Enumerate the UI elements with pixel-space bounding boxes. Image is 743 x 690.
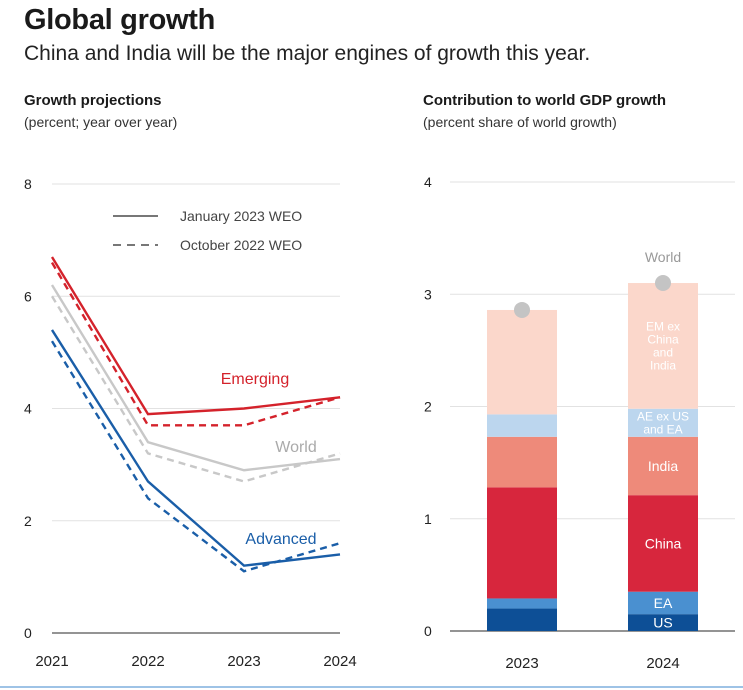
bar-segment-ea bbox=[628, 591, 698, 615]
series-line-emerging-solid bbox=[50, 256, 341, 416]
series-line-emerging-dashed bbox=[50, 261, 341, 427]
bar-label-us: US bbox=[653, 614, 672, 630]
y-tick-label: 4 bbox=[424, 174, 432, 190]
legend-label-dashed: October 2022 WEO bbox=[180, 237, 302, 253]
y-tick-label: 1 bbox=[424, 511, 432, 527]
x-tick-label: 2021 bbox=[35, 653, 68, 670]
y-tick-label: 2 bbox=[424, 399, 432, 415]
x-tick-label: 2022 bbox=[131, 653, 164, 670]
world-marker bbox=[514, 301, 530, 318]
bar-segment-india bbox=[487, 436, 557, 488]
bar-segment-ae_ex bbox=[628, 408, 698, 437]
y-tick-label: 0 bbox=[424, 623, 432, 639]
series-label-emerging: Emerging bbox=[221, 371, 289, 388]
bar-segment-china bbox=[628, 495, 698, 592]
page-title: Global growth bbox=[24, 4, 216, 36]
bar-label-em_ex: China bbox=[647, 333, 679, 347]
bar-label-em_ex: EM ex bbox=[646, 320, 680, 334]
bar-label-em_ex: and bbox=[653, 346, 673, 360]
series-label-advanced: Advanced bbox=[245, 531, 316, 548]
bar-segment-us bbox=[628, 614, 698, 631]
left-panel-subtitle: (percent; year over year) bbox=[24, 114, 178, 130]
bar-label-india: India bbox=[648, 458, 679, 474]
bar-label-ea: EA bbox=[654, 595, 673, 611]
bar-segment-em_ex bbox=[487, 309, 557, 415]
y-tick-label: 2 bbox=[24, 513, 32, 529]
bar-segment-em_ex bbox=[628, 283, 698, 409]
world-label: World bbox=[645, 249, 681, 265]
series-line-advanced-dashed bbox=[50, 340, 341, 573]
bottom-divider bbox=[0, 686, 743, 688]
bar-segment-india bbox=[628, 436, 698, 496]
bar-label-em_ex: India bbox=[650, 359, 676, 373]
series-line-world-dashed bbox=[50, 295, 341, 483]
legend-label-solid: January 2023 WEO bbox=[180, 208, 302, 224]
bar-segment-china bbox=[487, 487, 557, 599]
y-tick-label: 3 bbox=[424, 286, 432, 302]
x-tick-label: 2024 bbox=[646, 655, 679, 672]
y-tick-label: 8 bbox=[24, 176, 32, 192]
left-panel-title: Growth projections bbox=[24, 92, 162, 109]
series-line-advanced-solid bbox=[50, 329, 341, 567]
x-tick-label: 2023 bbox=[227, 653, 260, 670]
y-tick-label: 6 bbox=[24, 288, 32, 304]
world-marker bbox=[655, 275, 671, 292]
right-panel-subtitle: (percent share of world growth) bbox=[423, 114, 617, 130]
page-subtitle: China and India will be the major engine… bbox=[24, 42, 591, 65]
bar-label-ae_ex: AE ex US bbox=[637, 409, 689, 423]
y-tick-label: 4 bbox=[24, 401, 32, 417]
series-label-world: World bbox=[275, 439, 317, 456]
series-line-world-solid bbox=[50, 284, 341, 472]
bar-segment-ae_ex bbox=[487, 414, 557, 437]
bar-label-china: China bbox=[645, 535, 682, 551]
y-tick-label: 0 bbox=[24, 625, 32, 641]
x-tick-label: 2023 bbox=[505, 655, 538, 672]
right-panel-title: Contribution to world GDP growth bbox=[423, 92, 667, 109]
bar-label-ae_ex: and EA bbox=[643, 422, 682, 436]
bar-segment-ea bbox=[487, 598, 557, 609]
bar-segment-us bbox=[487, 608, 557, 631]
x-tick-label: 2024 bbox=[323, 653, 356, 670]
